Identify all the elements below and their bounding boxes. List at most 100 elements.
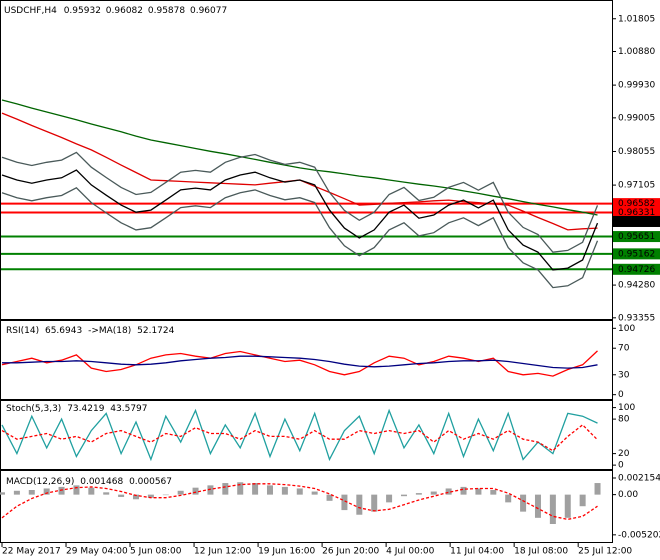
macd-main: 0.001468: [80, 477, 123, 487]
histogram-bar: [13, 490, 20, 495]
rsi-header: RSI(14) 65.6943 ->MA(18) 52.1724: [6, 326, 175, 336]
x-tick-label: 29 May 04:00: [66, 547, 128, 557]
indicator-line: [1, 424, 598, 452]
histogram-bar: [28, 490, 35, 495]
level-label-box: [613, 215, 660, 227]
indicator-line: [1, 169, 599, 271]
macd-header: MACD(12,26,9) 0.001468 0.000567: [6, 477, 172, 487]
x-tick-label: 25 Jul 12:00: [578, 547, 632, 557]
level-label: 0.96331: [618, 208, 655, 218]
macd-panel: [0, 470, 613, 543]
histogram-bar: [252, 483, 259, 495]
y-tick-label: -0.005202: [618, 530, 660, 540]
rsi-ma-value: 52.1724: [137, 326, 174, 336]
histogram-bar: [460, 486, 467, 495]
y-tick-label: 1.00880: [618, 47, 655, 57]
level-label: 0.95651: [618, 232, 655, 242]
histogram-bar: [162, 494, 169, 496]
histogram-bar: [430, 491, 437, 495]
y-tick-label: 100: [618, 403, 635, 413]
close: 0.96077: [190, 6, 227, 16]
histogram-bar: [266, 485, 273, 495]
level-label: 0.95162: [618, 249, 655, 259]
histogram-bar: [132, 494, 139, 500]
indicator-line: [1, 483, 598, 521]
histogram-bar: [296, 488, 303, 495]
histogram-bar: [564, 494, 571, 518]
main-header: USDCHF,H4 0.95932 0.96082 0.95878 0.9607…: [4, 6, 227, 16]
level-label: 0.96582: [618, 199, 655, 209]
histogram-bar: [400, 494, 407, 497]
stoch-panel: [0, 400, 613, 470]
histogram-bar: [192, 487, 199, 495]
stoch-main: 73.4219: [67, 404, 104, 414]
low: 0.95878: [148, 6, 185, 16]
rsi-ma-title: ->MA(18): [88, 326, 131, 336]
y-tick-label: 30: [618, 370, 630, 380]
indicator-line: [1, 408, 598, 462]
histogram-bar: [88, 487, 95, 495]
x-tick-label: 22 May 2017: [2, 547, 61, 557]
main-panel: [0, 0, 613, 320]
symbol: USDCHF,H4: [4, 6, 57, 16]
histogram-bar: [0, 492, 5, 495]
histogram-bar: [118, 494, 125, 497]
indicator-line: [1, 99, 598, 216]
rsi-title: RSI(14): [6, 326, 39, 336]
y-tick-label: 1.01805: [618, 14, 655, 24]
histogram-bar: [73, 485, 80, 495]
histogram-bar: [520, 494, 527, 512]
histogram-bar: [505, 494, 512, 503]
histogram-bar: [103, 492, 110, 495]
histogram-bar: [356, 494, 363, 515]
y-tick-label: 0.93355: [618, 313, 655, 323]
x-tick-label: 19 Jun 16:00: [258, 547, 315, 557]
histogram-bar: [43, 488, 50, 495]
stoch-title: Stoch(5,3,3): [6, 404, 61, 414]
histogram-bar: [281, 486, 288, 495]
macd-signal: 0.000567: [129, 477, 172, 487]
level-label: 0.94726: [618, 265, 655, 275]
x-tick-label: 12 Jun 12:00: [194, 547, 251, 557]
high: 0.96082: [106, 6, 143, 16]
histogram-bar: [445, 488, 452, 495]
histogram-bar: [326, 494, 333, 501]
histogram-bar: [579, 494, 586, 507]
histogram-bar: [341, 494, 348, 511]
indicator-line: [1, 187, 599, 289]
y-tick-label: 0.94280: [618, 281, 655, 291]
level-label-box: [613, 206, 660, 218]
y-tick-label: 0.97105: [618, 181, 655, 191]
y-tick-label: 20: [618, 449, 630, 459]
histogram-bar: [58, 486, 65, 495]
histogram-bar: [147, 494, 154, 498]
indicator-line: [1, 151, 599, 253]
histogram-bar: [534, 494, 541, 518]
level-label-box: [613, 231, 660, 243]
open: 0.95932: [64, 6, 101, 16]
level-label-box: [613, 248, 660, 260]
y-tick-label: 80: [618, 415, 630, 425]
stoch-header: Stoch(5,3,3) 73.4219 43.5797: [6, 404, 148, 414]
y-tick-label: 0.002154: [618, 473, 660, 483]
histogram-bar: [237, 482, 244, 495]
rsi-panel: [0, 320, 613, 400]
indicator-line: [2, 355, 598, 369]
histogram-bar: [415, 493, 422, 495]
x-tick-label: 11 Jul 04:00: [450, 547, 504, 557]
macd-title: MACD(12,26,9): [6, 477, 74, 487]
rsi-value: 65.6943: [45, 326, 82, 336]
level-label: 0.96077: [618, 217, 655, 227]
indicator-line: [1, 350, 598, 377]
y-tick-label: 100: [618, 324, 635, 334]
histogram-bar: [222, 483, 229, 495]
histogram-bar: [177, 490, 184, 495]
y-tick-label: 0: [618, 461, 624, 471]
x-tick-label: 18 Jul 08:00: [514, 547, 568, 557]
stoch-signal: 43.5797: [110, 404, 147, 414]
histogram-bar: [207, 485, 214, 495]
histogram-bar: [549, 494, 556, 524]
y-tick-label: 0.99005: [618, 113, 655, 123]
